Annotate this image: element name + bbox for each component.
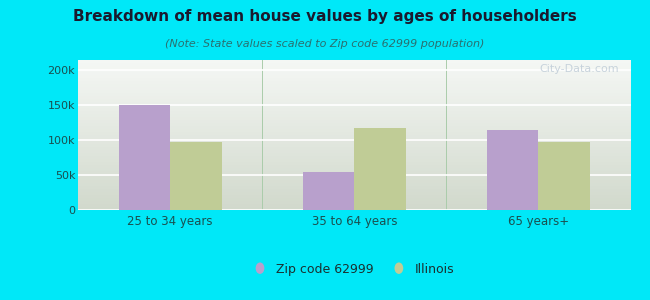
Bar	[538, 142, 590, 210]
Bar	[78, 105, 630, 108]
Bar	[78, 126, 630, 129]
Bar	[118, 105, 170, 210]
Bar	[78, 141, 630, 144]
Bar	[78, 144, 630, 147]
Bar	[78, 180, 630, 183]
Bar	[78, 198, 630, 201]
Bar	[78, 90, 630, 93]
Bar	[78, 81, 630, 84]
Bar	[78, 84, 630, 87]
Bar	[78, 192, 630, 195]
Bar	[78, 162, 630, 165]
Bar	[78, 156, 630, 159]
Bar	[78, 93, 630, 96]
Bar	[78, 129, 630, 132]
Bar	[78, 138, 630, 141]
Bar	[170, 142, 222, 210]
Bar	[78, 147, 630, 150]
Bar	[78, 66, 630, 69]
Bar	[78, 96, 630, 99]
Bar	[78, 165, 630, 168]
Bar	[78, 201, 630, 204]
Bar	[78, 195, 630, 198]
Bar	[78, 87, 630, 90]
Bar	[78, 183, 630, 186]
Bar	[78, 153, 630, 156]
Bar	[78, 174, 630, 177]
Bar	[78, 63, 630, 66]
Bar	[78, 72, 630, 75]
Text: Breakdown of mean house values by ages of householders: Breakdown of mean house values by ages o…	[73, 9, 577, 24]
Bar	[78, 75, 630, 78]
Bar	[78, 108, 630, 111]
Bar	[78, 168, 630, 171]
Bar	[78, 99, 630, 102]
Bar	[303, 172, 354, 210]
Bar	[78, 102, 630, 105]
Bar	[78, 123, 630, 126]
Bar	[78, 117, 630, 120]
Bar	[78, 171, 630, 174]
Bar	[78, 135, 630, 138]
Bar	[487, 130, 538, 210]
Legend: Zip code 62999, Illinois: Zip code 62999, Illinois	[254, 263, 455, 276]
Bar	[78, 69, 630, 72]
Bar	[78, 207, 630, 210]
Bar	[78, 78, 630, 81]
Text: City-Data.com: City-Data.com	[540, 64, 619, 74]
Bar	[78, 114, 630, 117]
Bar	[78, 150, 630, 153]
Bar	[78, 132, 630, 135]
Text: (Note: State values scaled to Zip code 62999 population): (Note: State values scaled to Zip code 6…	[165, 39, 485, 49]
Bar	[78, 120, 630, 123]
Bar	[78, 159, 630, 162]
Bar	[78, 186, 630, 189]
Bar	[78, 111, 630, 114]
Bar	[78, 189, 630, 192]
Bar	[354, 128, 406, 210]
Bar	[78, 177, 630, 180]
Bar	[78, 204, 630, 207]
Bar	[78, 60, 630, 63]
